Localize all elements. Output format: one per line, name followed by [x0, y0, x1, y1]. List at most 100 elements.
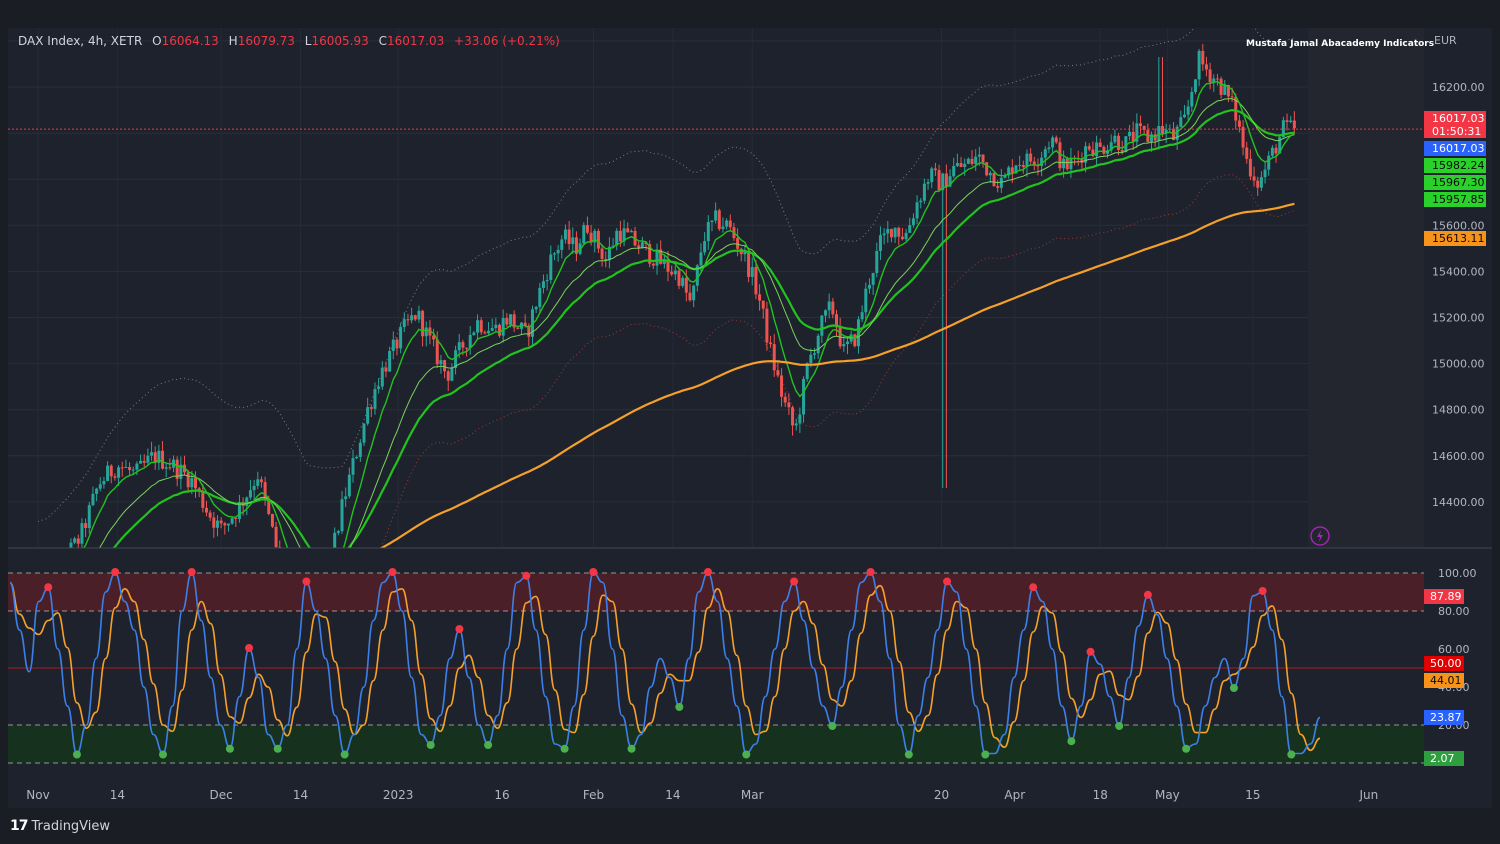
time-tick-label: Jun — [1358, 788, 1378, 802]
price-tick-label: 15600.00 — [1432, 219, 1485, 232]
candle-body — [648, 244, 652, 264]
cross-up-dot — [1115, 722, 1124, 730]
candle-body — [146, 455, 150, 463]
envelope-lower-line — [380, 174, 1295, 548]
candle-body — [1259, 177, 1263, 188]
cross-down-dot — [790, 577, 799, 586]
tradingview-brand[interactable]: 17 TradingView — [10, 818, 110, 834]
candle-body — [1208, 69, 1212, 83]
candle-body — [677, 270, 681, 286]
candle-body — [695, 265, 699, 286]
candle-body — [373, 388, 377, 409]
candle-body — [688, 292, 692, 301]
high-label: H — [228, 34, 238, 48]
candle-body — [882, 233, 886, 236]
candle-body — [926, 182, 930, 184]
candle-body — [186, 472, 190, 488]
candle-body — [1179, 117, 1183, 127]
chart-panel[interactable]: EUR 14400.00 14600.00 14800.00 15000.00 15200… — [8, 28, 1492, 808]
cross-up-dot — [72, 750, 81, 759]
tradingview-logo-icon: 17 — [10, 818, 29, 834]
candle-body — [377, 386, 381, 389]
lightning-icon[interactable] — [1310, 526, 1330, 546]
candle-body — [69, 542, 73, 548]
osc-tag-text: 23.87 — [1430, 711, 1462, 724]
candle-body — [944, 173, 948, 187]
candle-body — [212, 517, 216, 528]
candle-body — [435, 339, 439, 365]
candle-body — [1230, 96, 1234, 98]
candle-body — [853, 334, 857, 347]
candle-body — [999, 177, 1003, 188]
candle-body — [91, 493, 95, 506]
candle-body — [831, 301, 835, 315]
time-tick-label: Nov — [26, 788, 49, 802]
price-tick-label: 16200.00 — [1432, 81, 1485, 94]
candle-body — [1095, 142, 1099, 157]
candle-body — [1263, 169, 1267, 178]
candle-body — [1014, 165, 1018, 174]
ema-fast-line — [82, 80, 1295, 548]
candle-body — [1292, 120, 1296, 129]
candle-body — [582, 225, 586, 244]
candle-body — [252, 485, 256, 491]
candle-body — [977, 154, 981, 157]
candle-body — [446, 371, 450, 381]
candle-body — [1278, 137, 1282, 154]
time-tick-label: 14 — [110, 788, 125, 802]
candle-body — [1139, 123, 1143, 127]
candle-body — [106, 465, 110, 481]
candle-body — [996, 186, 1000, 188]
candle-body — [721, 226, 725, 229]
candle-body — [223, 523, 227, 526]
candle-body — [985, 162, 989, 176]
cross-down-dot — [455, 625, 464, 633]
candle-body — [772, 344, 776, 371]
candle-body — [560, 239, 564, 250]
candle-body — [637, 245, 641, 249]
candle-body — [395, 339, 399, 349]
osc-tag-text: 2.07 — [1430, 752, 1455, 765]
candle-body — [670, 271, 674, 275]
candle-body — [1157, 125, 1161, 141]
candle-body — [1150, 134, 1154, 142]
candle-body — [226, 523, 230, 526]
candle-body — [369, 407, 373, 409]
candle-body — [208, 512, 212, 518]
price-tick-label: 14800.00 — [1432, 404, 1485, 417]
candle-body — [1109, 142, 1113, 151]
candle-body — [1204, 64, 1208, 70]
candle-body — [919, 200, 923, 203]
candle-body — [472, 332, 476, 335]
candle-body — [1131, 131, 1135, 142]
candle-body — [864, 288, 868, 313]
candle-body — [845, 341, 849, 345]
candle-body — [867, 284, 871, 289]
candle-body — [1065, 158, 1069, 170]
cross-up-dot — [904, 750, 913, 759]
cross-up-dot — [627, 744, 636, 753]
candle-body — [893, 227, 897, 238]
candle-body — [1285, 120, 1289, 122]
candle-body — [604, 259, 608, 261]
candle-body — [915, 202, 919, 219]
chart-canvas[interactable]: EUR14400.0014600.0014800.0015000.0015200… — [8, 28, 1492, 808]
candle-body — [1281, 120, 1285, 138]
candle-body — [468, 334, 472, 348]
osc-tag-text: 50.00 — [1430, 657, 1462, 670]
candle-body — [498, 324, 502, 336]
time-tick-label: 14 — [293, 788, 308, 802]
price-tag-text: 16017.03 — [1432, 142, 1485, 155]
candle-body — [128, 466, 132, 471]
candle-body — [139, 460, 143, 464]
candle-body — [798, 414, 802, 424]
candle-body — [816, 335, 820, 354]
candle-body — [1043, 149, 1047, 158]
oscillator-pane — [8, 568, 1424, 764]
symbol-name[interactable]: DAX Index, 4h, XETR — [18, 34, 143, 48]
time-tick-label: Mar — [741, 788, 764, 802]
candle-body — [948, 176, 952, 187]
cross-down-dot — [111, 568, 120, 576]
overbought-zone — [8, 573, 1424, 611]
candle-body — [388, 350, 392, 372]
